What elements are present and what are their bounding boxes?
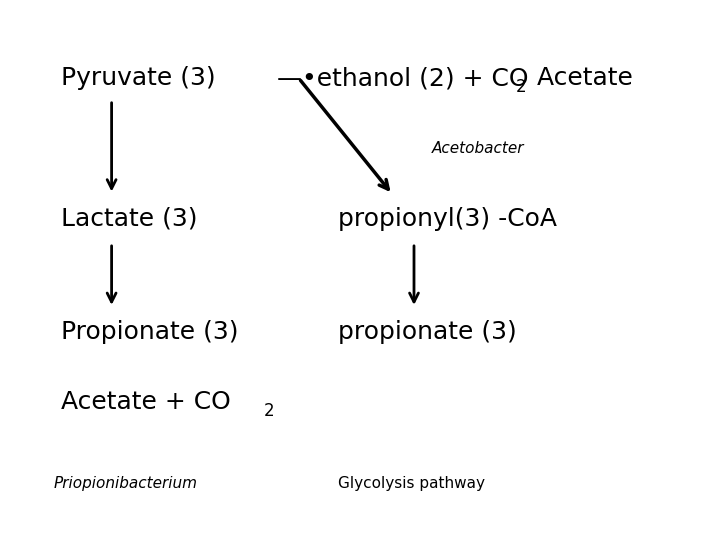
Text: propionate (3): propionate (3) (338, 320, 517, 344)
Text: —•ethanol (2) + CO: —•ethanol (2) + CO (277, 66, 528, 90)
Text: Acetate: Acetate (529, 66, 633, 90)
Text: Propionate (3): Propionate (3) (61, 320, 239, 344)
Text: 2: 2 (264, 402, 274, 421)
Text: Glycolysis pathway: Glycolysis pathway (338, 476, 485, 491)
Text: Acetobacter: Acetobacter (432, 141, 524, 156)
Text: Acetate + CO: Acetate + CO (61, 390, 231, 414)
Text: Lactate (3): Lactate (3) (61, 207, 198, 231)
Text: 2: 2 (516, 78, 527, 97)
Text: Priopionibacterium: Priopionibacterium (54, 476, 198, 491)
Text: Pyruvate (3): Pyruvate (3) (61, 66, 216, 90)
Text: propionyl(3) -CoA: propionyl(3) -CoA (338, 207, 557, 231)
